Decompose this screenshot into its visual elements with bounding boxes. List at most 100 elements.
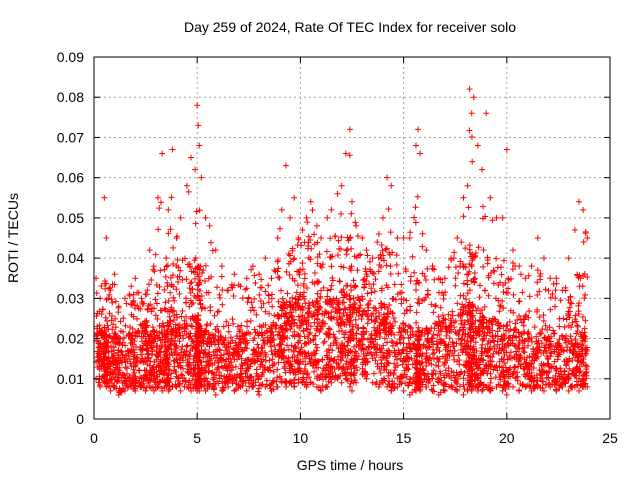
- scatter-point: [238, 370, 245, 377]
- scatter-point: [103, 367, 110, 374]
- scatter-point: [152, 376, 159, 383]
- scatter-point: [152, 334, 159, 341]
- scatter-point: [307, 329, 314, 336]
- scatter-point: [325, 370, 332, 377]
- scatter-point: [468, 263, 475, 270]
- scatter-point: [325, 325, 332, 332]
- scatter-point: [305, 319, 312, 326]
- scatter-point: [424, 327, 431, 334]
- scatter-point: [301, 340, 308, 347]
- scatter-point: [425, 379, 432, 386]
- scatter-point: [347, 337, 354, 344]
- scatter-point: [546, 368, 553, 375]
- scatter-point: [180, 357, 187, 364]
- scatter-point: [145, 347, 152, 354]
- scatter-point: [120, 315, 127, 322]
- scatter-point: [436, 318, 443, 325]
- y-tick-label: 0.08: [57, 89, 84, 105]
- scatter-point: [329, 299, 336, 306]
- scatter-point: [437, 304, 444, 311]
- scatter-point: [166, 361, 173, 368]
- scatter-point: [230, 293, 237, 300]
- scatter-point: [487, 379, 494, 386]
- scatter-point: [280, 333, 287, 340]
- scatter-point: [564, 344, 571, 351]
- peak-point: [195, 122, 202, 129]
- peak-point: [580, 206, 587, 213]
- scatter-point: [106, 291, 113, 298]
- scatter-point: [198, 305, 205, 312]
- scatter-point: [556, 323, 563, 330]
- scatter-point: [378, 360, 385, 367]
- scatter-point: [534, 267, 541, 274]
- scatter-point: [134, 353, 141, 360]
- scatter-point: [102, 354, 109, 361]
- scatter-point: [543, 374, 550, 381]
- scatter-point: [381, 377, 388, 384]
- scatter-point: [275, 328, 282, 335]
- floor-point: [435, 391, 442, 398]
- scatter-point: [457, 258, 464, 265]
- scatter-point: [371, 270, 378, 277]
- scatter-point: [256, 291, 263, 298]
- floor-point: [225, 383, 232, 390]
- peak-point: [150, 263, 157, 270]
- scatter-point: [314, 260, 321, 267]
- floor-point: [499, 387, 506, 394]
- scatter-point: [568, 340, 575, 347]
- scatter-point: [576, 272, 583, 279]
- scatter-point: [552, 303, 559, 310]
- scatter-point: [166, 382, 173, 389]
- scatter-point: [522, 313, 529, 320]
- scatter-point: [252, 280, 259, 287]
- scatter-point: [142, 338, 149, 345]
- peak-point: [225, 287, 232, 294]
- scatter-point: [383, 319, 390, 326]
- peak-point: [159, 150, 166, 157]
- scatter-point: [421, 273, 428, 280]
- scatter-point: [314, 344, 321, 351]
- floor-point: [159, 387, 166, 394]
- scatter-point: [429, 351, 436, 358]
- scatter-point: [433, 362, 440, 369]
- scatter-point: [245, 356, 252, 363]
- scatter-point: [432, 303, 439, 310]
- scatter-point: [257, 298, 264, 305]
- scatter-point: [99, 306, 106, 313]
- scatter-point: [512, 343, 519, 350]
- scatter-point: [117, 318, 124, 325]
- scatter-point: [197, 375, 204, 382]
- scatter-point: [472, 339, 479, 346]
- scatter-point: [378, 349, 385, 356]
- scatter-point: [214, 323, 221, 330]
- scatter-point: [174, 333, 181, 340]
- peak-point: [177, 214, 184, 221]
- scatter-point: [294, 282, 301, 289]
- scatter-point: [349, 323, 356, 330]
- scatter-point: [229, 364, 236, 371]
- scatter-point: [195, 293, 202, 300]
- scatter-point: [440, 295, 447, 302]
- scatter-point: [385, 205, 392, 212]
- scatter-point: [197, 277, 204, 284]
- scatter-point: [323, 383, 330, 390]
- floor-point: [324, 383, 331, 390]
- scatter-point: [274, 366, 281, 373]
- scatter-point: [372, 336, 379, 343]
- x-tick-label: 25: [602, 430, 618, 446]
- scatter-point: [528, 369, 535, 376]
- floor-point: [346, 383, 353, 390]
- scatter-point: [196, 266, 203, 273]
- scatter-point: [118, 348, 125, 355]
- scatter-point: [490, 350, 497, 357]
- scatter-point: [291, 353, 298, 360]
- scatter-point: [177, 267, 184, 274]
- scatter-point: [293, 345, 300, 352]
- scatter-point: [488, 375, 495, 382]
- scatter-point: [403, 297, 410, 304]
- scatter-point: [337, 210, 344, 217]
- scatter-point: [559, 333, 566, 340]
- scatter-point: [529, 338, 536, 345]
- scatter-point: [511, 342, 518, 349]
- scatter-point: [343, 358, 350, 365]
